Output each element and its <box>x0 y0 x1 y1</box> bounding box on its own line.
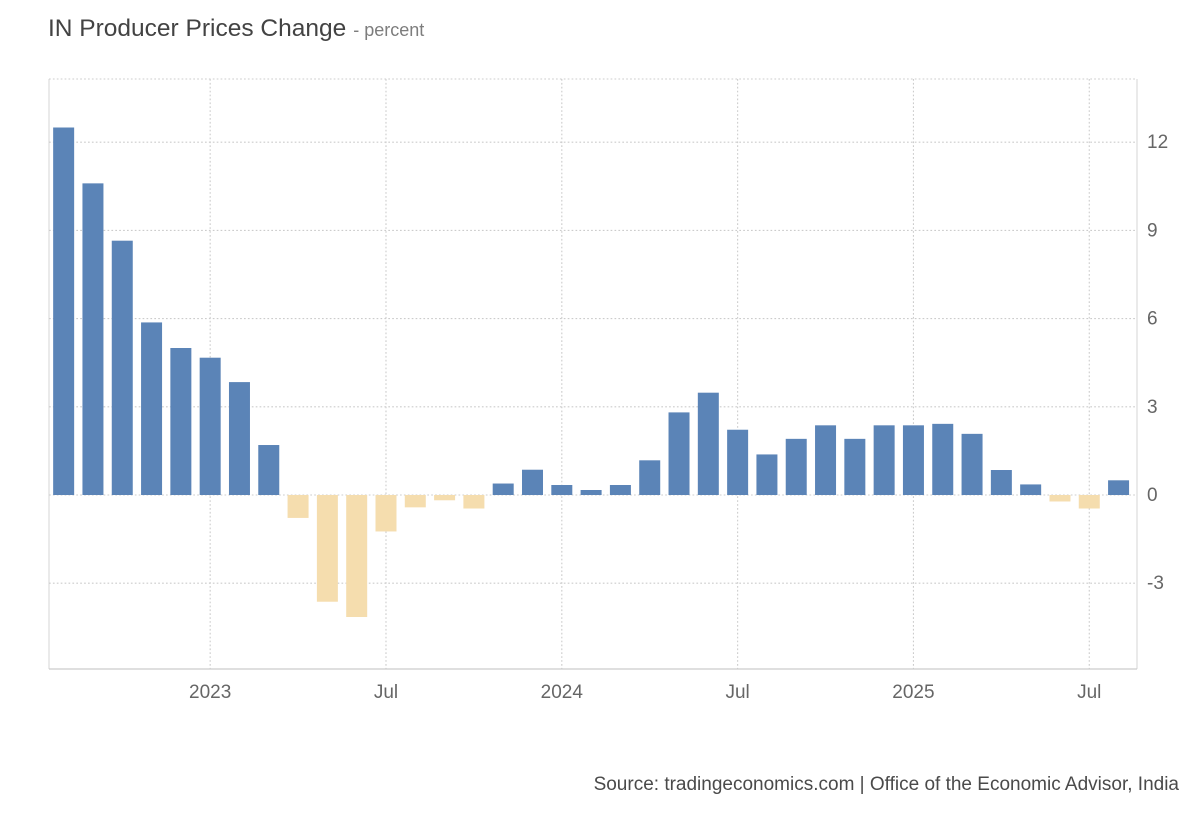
svg-text:2023: 2023 <box>189 682 231 703</box>
svg-text:Jul: Jul <box>1077 682 1101 703</box>
svg-text:6: 6 <box>1147 309 1158 330</box>
svg-text:Jul: Jul <box>374 682 398 703</box>
svg-text:2025: 2025 <box>892 682 934 703</box>
svg-text:0: 0 <box>1147 485 1158 506</box>
svg-text:-3: -3 <box>1147 573 1164 594</box>
svg-text:12: 12 <box>1147 132 1168 153</box>
svg-text:9: 9 <box>1147 220 1158 241</box>
svg-text:Jul: Jul <box>725 682 749 703</box>
svg-text:3: 3 <box>1147 397 1158 418</box>
svg-text:2024: 2024 <box>541 682 584 703</box>
